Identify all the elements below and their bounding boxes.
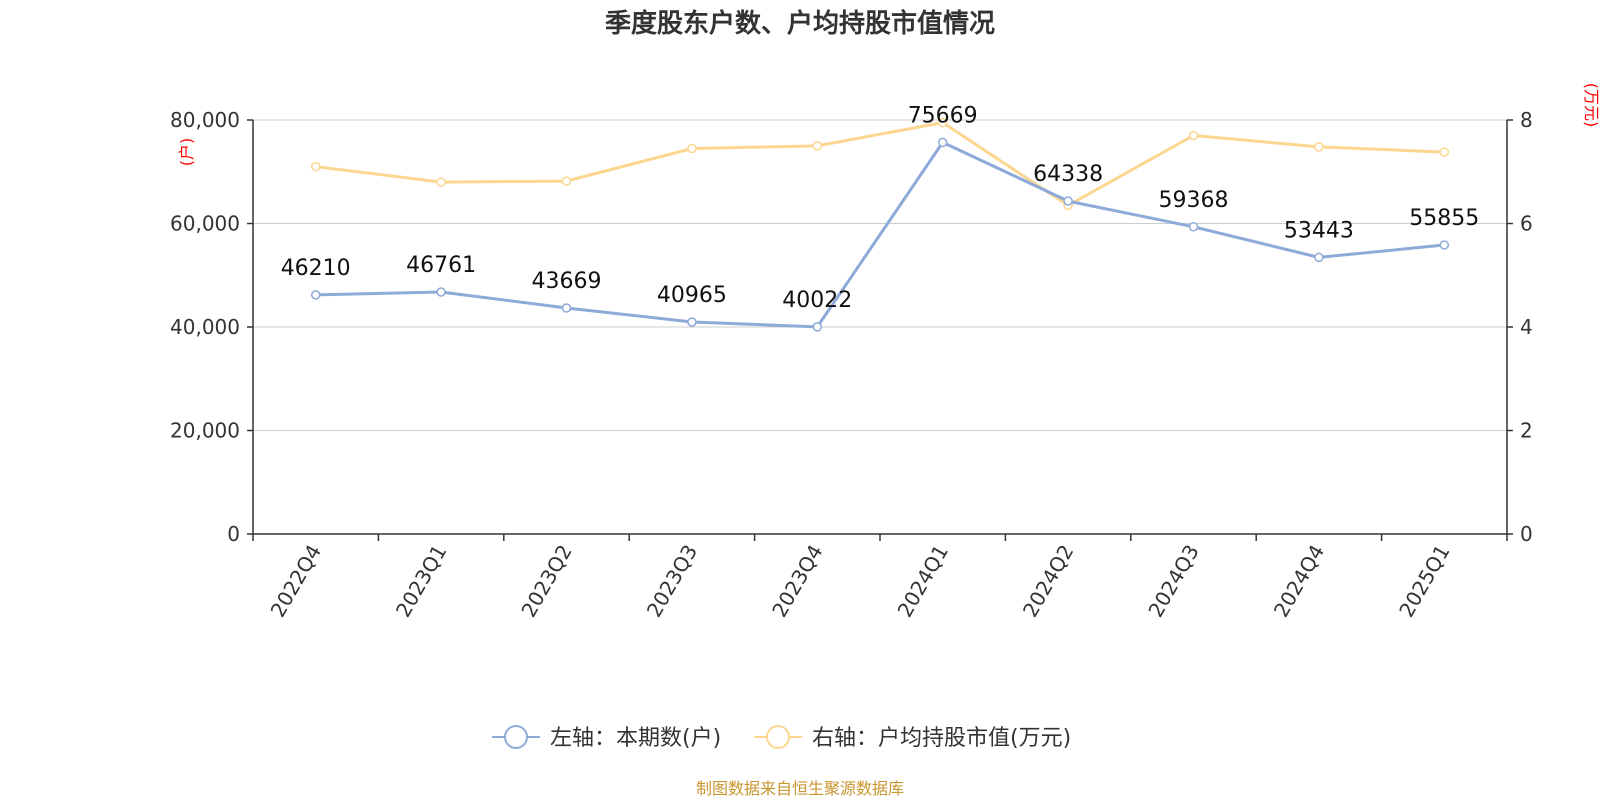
x-tick-label-6: 2024Q2: [1018, 541, 1078, 622]
series-line-right: [315, 121, 1445, 207]
data-label-left-7: 59368: [1159, 188, 1229, 213]
x-tick-label-0: 2022Q4: [266, 541, 326, 622]
point-left-9: [1439, 240, 1450, 250]
x-tick-label-1: 2023Q1: [391, 541, 451, 622]
x-tick-label-7: 2024Q3: [1143, 541, 1203, 622]
point-right-7: [1188, 130, 1199, 141]
point-right-5: [937, 117, 948, 128]
left-tick-label-4: 80,000: [170, 108, 240, 132]
data-label-left-4: 40022: [782, 288, 852, 313]
legend-item-right[interactable]: 右轴：户均持股市值(万元): [754, 725, 1071, 751]
left-tick-label-2: 40,000: [170, 315, 240, 339]
point-left-3: [687, 317, 697, 327]
source-note: 制图数据来自恒生聚源数据库: [696, 779, 904, 798]
x-tick-label-8: 2024Q4: [1269, 541, 1329, 622]
data-label-left-5: 75669: [908, 103, 978, 128]
point-right-3: [687, 143, 697, 154]
data-label-left-1: 46761: [406, 253, 476, 278]
left-tick-label-1: 20,000: [170, 419, 240, 443]
legend: 左轴：本期数(户) 右轴：户均持股市值(万元): [492, 725, 1071, 751]
data-label-left-8: 53443: [1284, 218, 1354, 243]
data-label-left-6: 64338: [1033, 162, 1103, 187]
x-tick-label-4: 2023Q4: [767, 541, 827, 622]
x-tick-label-9: 2025Q1: [1394, 541, 1454, 622]
point-right-8: [1314, 142, 1324, 152]
series-left: [310, 137, 1450, 332]
x-tick-label-2: 2023Q2: [516, 541, 576, 622]
x-tick-label-3: 2023Q3: [642, 541, 702, 622]
left-tick-label-3: 60,000: [170, 212, 240, 236]
data-label-left-2: 43669: [532, 269, 602, 294]
left-axis-unit: (户): [177, 138, 196, 167]
point-right-2: [561, 176, 572, 186]
point-left-4: [812, 322, 823, 332]
data-label-left-3: 40965: [657, 283, 727, 308]
right-tick-label-0: 0: [1520, 522, 1533, 546]
point-right-9: [1439, 147, 1450, 157]
right-tick-label-2: 4: [1520, 315, 1533, 339]
point-left-7: [1188, 222, 1199, 232]
point-right-1: [436, 177, 446, 187]
right-tick-label-3: 6: [1520, 212, 1533, 236]
data-labels: 46210 46761 43669 40965 40022 75669 64338 59368…: [281, 103, 1480, 312]
legend-marker-right: [766, 725, 790, 749]
point-left-0: [310, 290, 321, 300]
data-label-left-9: 55855: [1409, 206, 1479, 231]
right-axis-unit: (万元): [1582, 83, 1600, 128]
data-label-left-0: 46210: [281, 256, 351, 281]
legend-label-left: 左轴：本期数(户): [550, 726, 721, 751]
point-left-2: [561, 303, 572, 313]
point-right-0: [310, 161, 321, 172]
point-right-4: [812, 141, 823, 151]
legend-label-right: 右轴：户均持股市值(万元): [812, 726, 1071, 751]
chart-title: 季度股东户数、户均持股市值情况: [605, 8, 995, 39]
point-left-1: [436, 287, 446, 297]
point-left-6: [1063, 196, 1073, 206]
axes: 0 20,000 40,000 60,000 80,000 0 2 4 6 8 2022Q4 2023…: [170, 108, 1533, 621]
series-line-left: [315, 140, 1445, 329]
x-tick-label-5: 2024Q1: [893, 540, 953, 621]
legend-marker-left: [504, 725, 528, 749]
legend-item-left[interactable]: 左轴：本期数(户): [492, 725, 721, 751]
series-layer: [310, 117, 1450, 332]
right-tick-label-1: 2: [1520, 419, 1533, 443]
grid-lines: [253, 119, 1507, 431]
left-tick-label-0: 0: [227, 522, 240, 546]
right-tick-label-4: 8: [1520, 108, 1533, 132]
series-right: [310, 117, 1450, 211]
point-left-5: [937, 137, 948, 148]
point-left-8: [1314, 252, 1324, 263]
